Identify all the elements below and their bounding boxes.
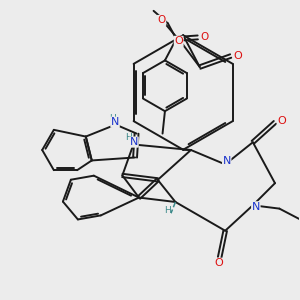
Text: N: N xyxy=(111,117,119,127)
Text: H: H xyxy=(125,134,131,142)
Text: O: O xyxy=(174,36,183,46)
Text: H: H xyxy=(164,206,170,215)
Text: O: O xyxy=(158,15,166,26)
Text: O: O xyxy=(277,116,286,126)
Text: N: N xyxy=(223,156,231,167)
Text: O: O xyxy=(215,258,224,268)
Text: N: N xyxy=(130,137,138,147)
Text: O: O xyxy=(233,51,242,61)
Text: O: O xyxy=(200,32,208,42)
Text: N: N xyxy=(252,202,260,212)
Text: H: H xyxy=(109,113,116,122)
